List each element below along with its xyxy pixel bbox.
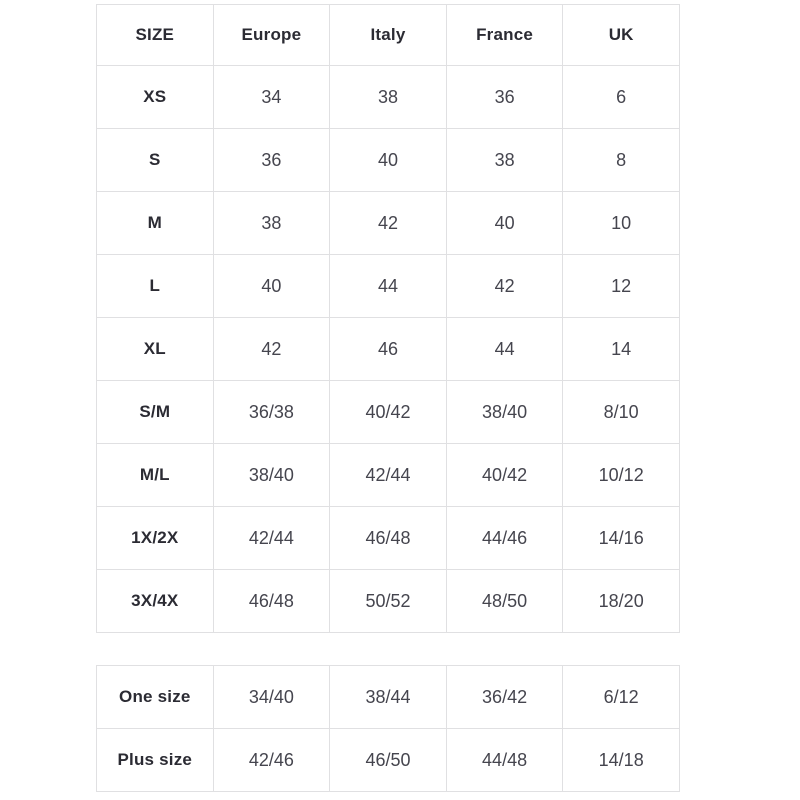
size-value-cell: 38/40 <box>212 443 331 507</box>
table-row: S 36 40 38 8 <box>96 128 680 192</box>
table-row: M 38 42 40 10 <box>96 191 680 255</box>
size-value-cell: 46/48 <box>329 506 447 570</box>
row-size-label: 3X/4X <box>96 569 214 633</box>
column-header-italy: Italy <box>329 4 447 66</box>
table-row: L 40 44 42 12 <box>96 254 680 318</box>
table-header: SIZE Europe Italy France UK <box>96 4 680 66</box>
one-size-plus-size-table: One size 34/40 38/44 36/42 6/12 Plus size 42/4… <box>96 665 680 792</box>
row-size-label: M/L <box>96 443 214 507</box>
size-value-cell: 36/42 <box>445 665 564 729</box>
size-value-cell: 36 <box>212 128 331 192</box>
size-value-cell: 38/40 <box>445 380 564 444</box>
table-header-row: SIZE Europe Italy France UK <box>96 4 680 66</box>
size-value-cell: 46/48 <box>212 569 331 633</box>
size-value-cell: 6 <box>562 65 680 129</box>
size-value-cell: 40 <box>212 254 331 318</box>
size-value-cell: 14 <box>562 317 680 381</box>
size-value-cell: 18/20 <box>562 569 680 633</box>
size-value-cell: 46/50 <box>329 728 447 792</box>
size-value-cell: 38 <box>212 191 331 255</box>
size-value-cell: 10 <box>562 191 680 255</box>
size-value-cell: 40/42 <box>329 380 447 444</box>
size-value-cell: 36/38 <box>212 380 331 444</box>
row-size-label: 1X/2X <box>96 506 214 570</box>
row-size-label: XL <box>96 317 214 381</box>
size-value-cell: 40 <box>329 128 447 192</box>
row-size-label: S/M <box>96 380 214 444</box>
size-value-cell: 8/10 <box>562 380 680 444</box>
size-value-cell: 48/50 <box>445 569 564 633</box>
size-value-cell: 34 <box>212 65 331 129</box>
size-value-cell: 50/52 <box>329 569 447 633</box>
size-value-cell: 42/44 <box>329 443 447 507</box>
size-value-cell: 6/12 <box>562 665 680 729</box>
column-header-uk: UK <box>562 4 680 66</box>
size-value-cell: 40 <box>445 191 564 255</box>
size-value-cell: 44 <box>445 317 564 381</box>
column-header-size: SIZE <box>96 4 214 66</box>
size-value-cell: 40/42 <box>445 443 564 507</box>
size-value-cell: 34/40 <box>212 665 331 729</box>
row-size-label: M <box>96 191 214 255</box>
size-value-cell: 42 <box>212 317 331 381</box>
size-value-cell: 44/46 <box>445 506 564 570</box>
row-size-label: Plus size <box>96 728 214 792</box>
size-value-cell: 38/44 <box>329 665 447 729</box>
size-value-cell: 12 <box>562 254 680 318</box>
size-value-cell: 42 <box>329 191 447 255</box>
column-header-europe: Europe <box>212 4 331 66</box>
size-value-cell: 42 <box>445 254 564 318</box>
table-body: One size 34/40 38/44 36/42 6/12 Plus size 42/4… <box>96 665 680 792</box>
size-value-cell: 44/48 <box>445 728 564 792</box>
size-value-cell: 8 <box>562 128 680 192</box>
size-value-cell: 14/18 <box>562 728 680 792</box>
table-row: M/L 38/40 42/44 40/42 10/12 <box>96 443 680 507</box>
row-size-label: One size <box>96 665 214 729</box>
table-row: XL 42 46 44 14 <box>96 317 680 381</box>
size-value-cell: 38 <box>445 128 564 192</box>
table-row: XS 34 38 36 6 <box>96 65 680 129</box>
table-row: 3X/4X 46/48 50/52 48/50 18/20 <box>96 569 680 633</box>
size-value-cell: 42/46 <box>212 728 331 792</box>
size-value-cell: 42/44 <box>212 506 331 570</box>
column-header-france: France <box>445 4 564 66</box>
table-row: S/M 36/38 40/42 38/40 8/10 <box>96 380 680 444</box>
table-row: One size 34/40 38/44 36/42 6/12 <box>96 665 680 729</box>
table-body: XS 34 38 36 6 S 36 40 38 8 M 38 42 40 10 L 40 44 42 12 XL 42 4… <box>96 65 680 633</box>
size-conversion-table: SIZE Europe Italy France UK XS 34 38 36 6 S 36 40 38 8… <box>96 4 680 633</box>
size-value-cell: 46 <box>329 317 447 381</box>
table-row: Plus size 42/46 46/50 44/48 14/18 <box>96 728 680 792</box>
table-row: 1X/2X 42/44 46/48 44/46 14/16 <box>96 506 680 570</box>
size-value-cell: 44 <box>329 254 447 318</box>
row-size-label: XS <box>96 65 214 129</box>
size-value-cell: 10/12 <box>562 443 680 507</box>
size-value-cell: 36 <box>445 65 564 129</box>
size-value-cell: 38 <box>329 65 447 129</box>
row-size-label: L <box>96 254 214 318</box>
row-size-label: S <box>96 128 214 192</box>
size-value-cell: 14/16 <box>562 506 680 570</box>
